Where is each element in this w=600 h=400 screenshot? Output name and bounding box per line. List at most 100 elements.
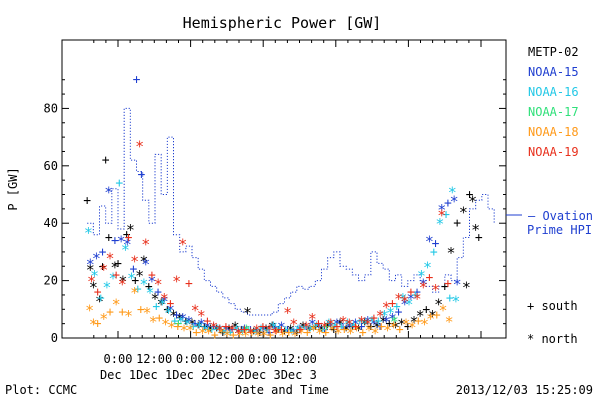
legend-item: NOAA-17 — [528, 105, 579, 119]
data-point: * — [327, 321, 336, 339]
data-point: * — [409, 313, 418, 331]
data-point: + — [385, 317, 393, 332]
data-point: * — [294, 321, 303, 339]
data-point: + — [444, 196, 452, 211]
data-point: * — [220, 324, 229, 342]
legend-item: NOAA-15 — [528, 65, 579, 79]
data-point: * — [175, 310, 184, 328]
data-point: * — [419, 275, 428, 293]
x-tick-time-label: 0:00 — [176, 352, 205, 366]
data-point: * — [141, 255, 150, 273]
data-point: + — [432, 236, 440, 251]
y-tick-label: 80 — [44, 101, 58, 115]
symbol-legend-south: + south — [527, 299, 578, 313]
data-point: + — [293, 325, 301, 340]
data-point: * — [413, 290, 422, 308]
data-point: * — [260, 327, 269, 345]
data-point: + — [333, 320, 341, 335]
data-point: * — [135, 267, 144, 285]
data-point: * — [290, 327, 299, 345]
data-point: * — [346, 324, 355, 342]
data-point: * — [364, 321, 373, 339]
data-point: * — [242, 321, 251, 339]
data-point: * — [86, 255, 95, 273]
data-point: + — [94, 285, 102, 300]
data-point: + — [370, 311, 378, 326]
data-point: + — [145, 279, 153, 294]
data-point: + — [337, 320, 345, 335]
data-point: * — [287, 324, 296, 342]
data-point: + — [131, 274, 139, 289]
data-point: * — [400, 293, 409, 311]
data-point: * — [277, 319, 286, 337]
data-point: * — [215, 321, 224, 339]
data-point: + — [204, 314, 212, 329]
y-tick-label: 40 — [44, 216, 58, 230]
data-point: * — [342, 321, 351, 339]
y-tick-label: 20 — [44, 274, 58, 288]
data-point: * — [283, 304, 292, 322]
data-point: * — [252, 324, 261, 342]
data-point: * — [250, 324, 259, 342]
data-point: * — [150, 290, 159, 308]
data-point: + — [323, 320, 331, 335]
data-point: * — [380, 307, 389, 325]
data-point: * — [167, 319, 176, 337]
data-point: * — [121, 241, 130, 259]
data-point: + — [322, 325, 330, 340]
data-point: * — [157, 296, 166, 314]
legend-item: NOAA-18 — [528, 125, 579, 139]
data-point: * — [123, 235, 132, 253]
data-point: * — [357, 313, 366, 331]
data-point: * — [335, 316, 344, 334]
chart-title: Hemispheric Power [GW] — [183, 14, 382, 32]
data-point: * — [306, 321, 315, 339]
data-point: * — [160, 290, 169, 308]
data-point: * — [372, 319, 381, 337]
data-point: * — [194, 319, 203, 337]
data-point: + — [228, 322, 236, 337]
data-point: * — [451, 293, 460, 311]
data-point: * — [118, 275, 127, 293]
data-point: * — [394, 290, 403, 308]
data-point: * — [223, 327, 232, 345]
data-point: * — [308, 316, 317, 334]
data-point: * — [232, 321, 241, 339]
data-point: * — [85, 301, 94, 319]
data-point: * — [408, 319, 417, 337]
data-point: * — [176, 313, 185, 331]
data-point: * — [87, 273, 96, 291]
data-point: * — [383, 321, 392, 339]
data-point: * — [187, 316, 196, 334]
data-point: * — [231, 319, 240, 337]
data-point: * — [343, 316, 352, 334]
data-point: * — [206, 321, 215, 339]
legend-item: NOAA-19 — [528, 145, 579, 159]
y-tick-label: 60 — [44, 159, 58, 173]
data-point: + — [219, 325, 227, 340]
data-point: * — [349, 319, 358, 337]
data-point: * — [240, 321, 249, 339]
ovation-label-line2: Prime HPI — [527, 223, 592, 237]
symbol-legend-north: * north — [527, 332, 578, 346]
data-point: * — [117, 232, 126, 250]
data-point: + — [377, 320, 385, 335]
data-point: + — [175, 317, 183, 332]
data-point: * — [369, 316, 378, 334]
data-point: * — [363, 316, 372, 334]
data-point: * — [154, 275, 163, 293]
data-point: * — [360, 316, 369, 334]
data-point: + — [114, 256, 122, 271]
data-point: * — [320, 319, 329, 337]
data-point: + — [171, 314, 179, 329]
legend-item: METP-02 — [528, 45, 579, 59]
data-point: + — [396, 322, 404, 337]
data-point: * — [453, 275, 462, 293]
data-point: * — [118, 273, 127, 291]
data-point: * — [84, 224, 93, 242]
data-point: + — [241, 322, 249, 337]
plot-area — [61, 39, 507, 339]
data-point: * — [437, 201, 446, 219]
data-point: * — [89, 278, 98, 296]
data-point: * — [238, 324, 247, 342]
